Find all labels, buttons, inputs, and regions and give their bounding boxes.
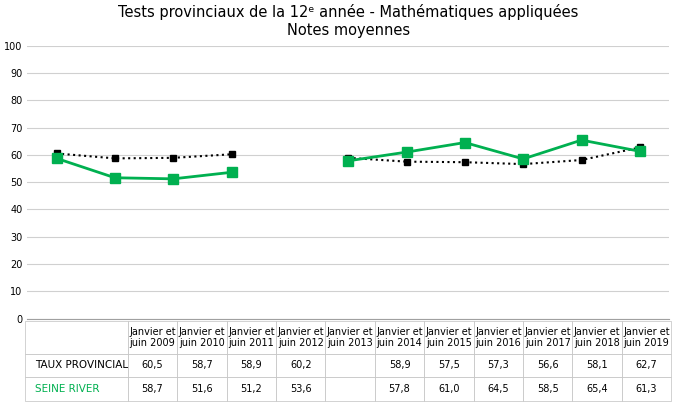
Title: Tests provinciaux de la 12ᵉ année - Mathématiques appliquées
Notes moyennes: Tests provinciaux de la 12ᵉ année - Math… [118, 4, 578, 38]
